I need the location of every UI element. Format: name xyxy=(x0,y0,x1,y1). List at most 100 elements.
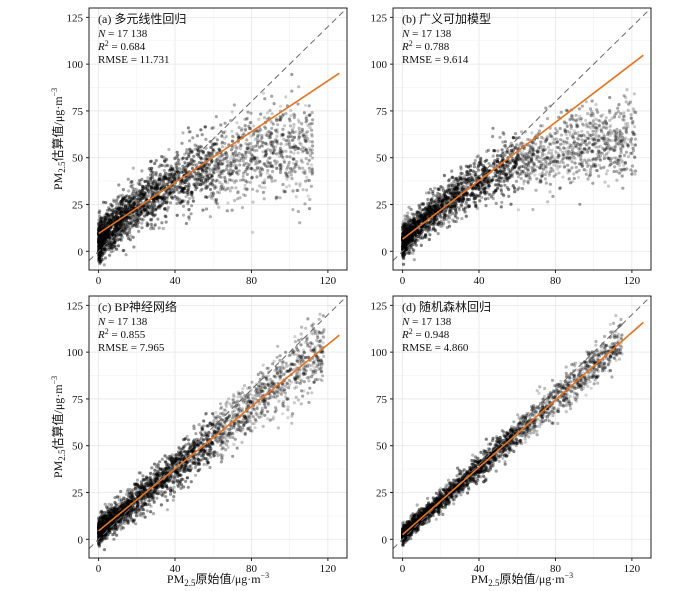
data-point xyxy=(415,213,419,217)
data-point xyxy=(177,174,181,178)
data-point xyxy=(180,170,184,175)
data-point xyxy=(440,199,445,203)
data-point xyxy=(469,193,473,197)
data-point xyxy=(591,157,595,161)
data-point xyxy=(617,115,621,119)
data-point xyxy=(426,228,430,232)
data-point xyxy=(528,144,532,148)
data-point xyxy=(401,230,405,234)
data-point xyxy=(483,186,487,190)
data-point xyxy=(509,202,513,206)
data-point xyxy=(149,207,153,211)
data-point xyxy=(113,239,117,243)
data-point xyxy=(570,160,574,164)
data-point xyxy=(611,148,615,152)
data-point xyxy=(428,187,433,191)
data-point xyxy=(131,204,135,209)
data-point xyxy=(193,184,197,188)
data-point xyxy=(157,165,161,169)
data-point xyxy=(613,132,617,136)
data-point xyxy=(527,156,531,160)
data-point xyxy=(160,183,164,187)
data-point xyxy=(281,114,285,118)
data-point xyxy=(178,185,182,189)
data-point xyxy=(268,161,273,165)
data-point xyxy=(586,177,590,181)
data-point xyxy=(423,215,427,219)
data-point xyxy=(179,189,184,193)
data-point xyxy=(427,228,431,232)
data-point xyxy=(575,170,579,174)
data-point xyxy=(536,149,540,153)
data-point xyxy=(503,153,507,157)
data-point xyxy=(541,163,545,167)
data-point xyxy=(155,184,159,188)
data-point xyxy=(105,231,109,235)
data-point xyxy=(280,150,284,154)
data-point xyxy=(454,220,458,224)
data-point xyxy=(310,128,314,132)
data-point xyxy=(300,130,304,134)
data-point xyxy=(594,122,598,126)
data-point xyxy=(551,169,555,173)
data-point xyxy=(512,164,516,168)
data-point xyxy=(619,139,623,143)
data-point xyxy=(148,184,152,188)
data-point xyxy=(405,219,409,223)
data-point xyxy=(538,166,542,170)
data-point xyxy=(223,175,227,179)
data-point xyxy=(268,133,272,137)
data-point xyxy=(541,148,546,153)
data-point xyxy=(489,164,493,168)
data-point xyxy=(537,180,541,184)
data-point xyxy=(269,177,273,181)
data-point xyxy=(185,191,189,195)
data-point xyxy=(262,197,266,201)
data-point xyxy=(457,191,461,195)
data-point xyxy=(100,252,104,256)
data-point xyxy=(257,133,261,137)
data-point xyxy=(617,103,621,107)
data-point xyxy=(616,158,620,163)
data-point xyxy=(297,85,301,89)
data-point xyxy=(97,256,101,260)
data-point xyxy=(204,169,208,173)
data-point xyxy=(409,228,413,232)
data-point xyxy=(247,151,251,155)
data-point xyxy=(549,142,553,146)
data-point xyxy=(595,126,599,130)
data-point xyxy=(505,150,509,154)
data-point xyxy=(568,118,572,122)
data-point xyxy=(138,199,142,203)
data-point xyxy=(278,118,282,122)
data-point xyxy=(237,159,241,163)
data-point xyxy=(535,156,540,160)
data-point xyxy=(229,163,233,167)
data-point xyxy=(230,129,234,133)
data-point xyxy=(613,165,617,169)
data-point xyxy=(570,148,575,152)
data-point xyxy=(594,102,598,107)
data-point xyxy=(214,185,218,189)
data-point xyxy=(477,175,481,179)
data-point xyxy=(117,233,121,237)
data-point xyxy=(264,149,268,153)
data-point xyxy=(506,148,510,152)
data-point xyxy=(243,193,247,198)
data-point xyxy=(165,190,169,194)
data-point xyxy=(413,232,417,236)
data-point xyxy=(485,190,489,194)
data-point xyxy=(426,197,430,202)
data-point xyxy=(456,182,461,186)
data-point xyxy=(465,192,469,196)
data-point xyxy=(410,225,414,229)
data-point xyxy=(587,163,591,167)
data-point xyxy=(531,141,535,145)
data-point xyxy=(274,117,278,121)
data-point xyxy=(173,195,177,199)
data-point xyxy=(620,169,624,173)
data-point xyxy=(630,142,634,146)
data-point xyxy=(290,145,294,149)
data-point xyxy=(617,138,621,142)
data-point xyxy=(599,127,603,131)
